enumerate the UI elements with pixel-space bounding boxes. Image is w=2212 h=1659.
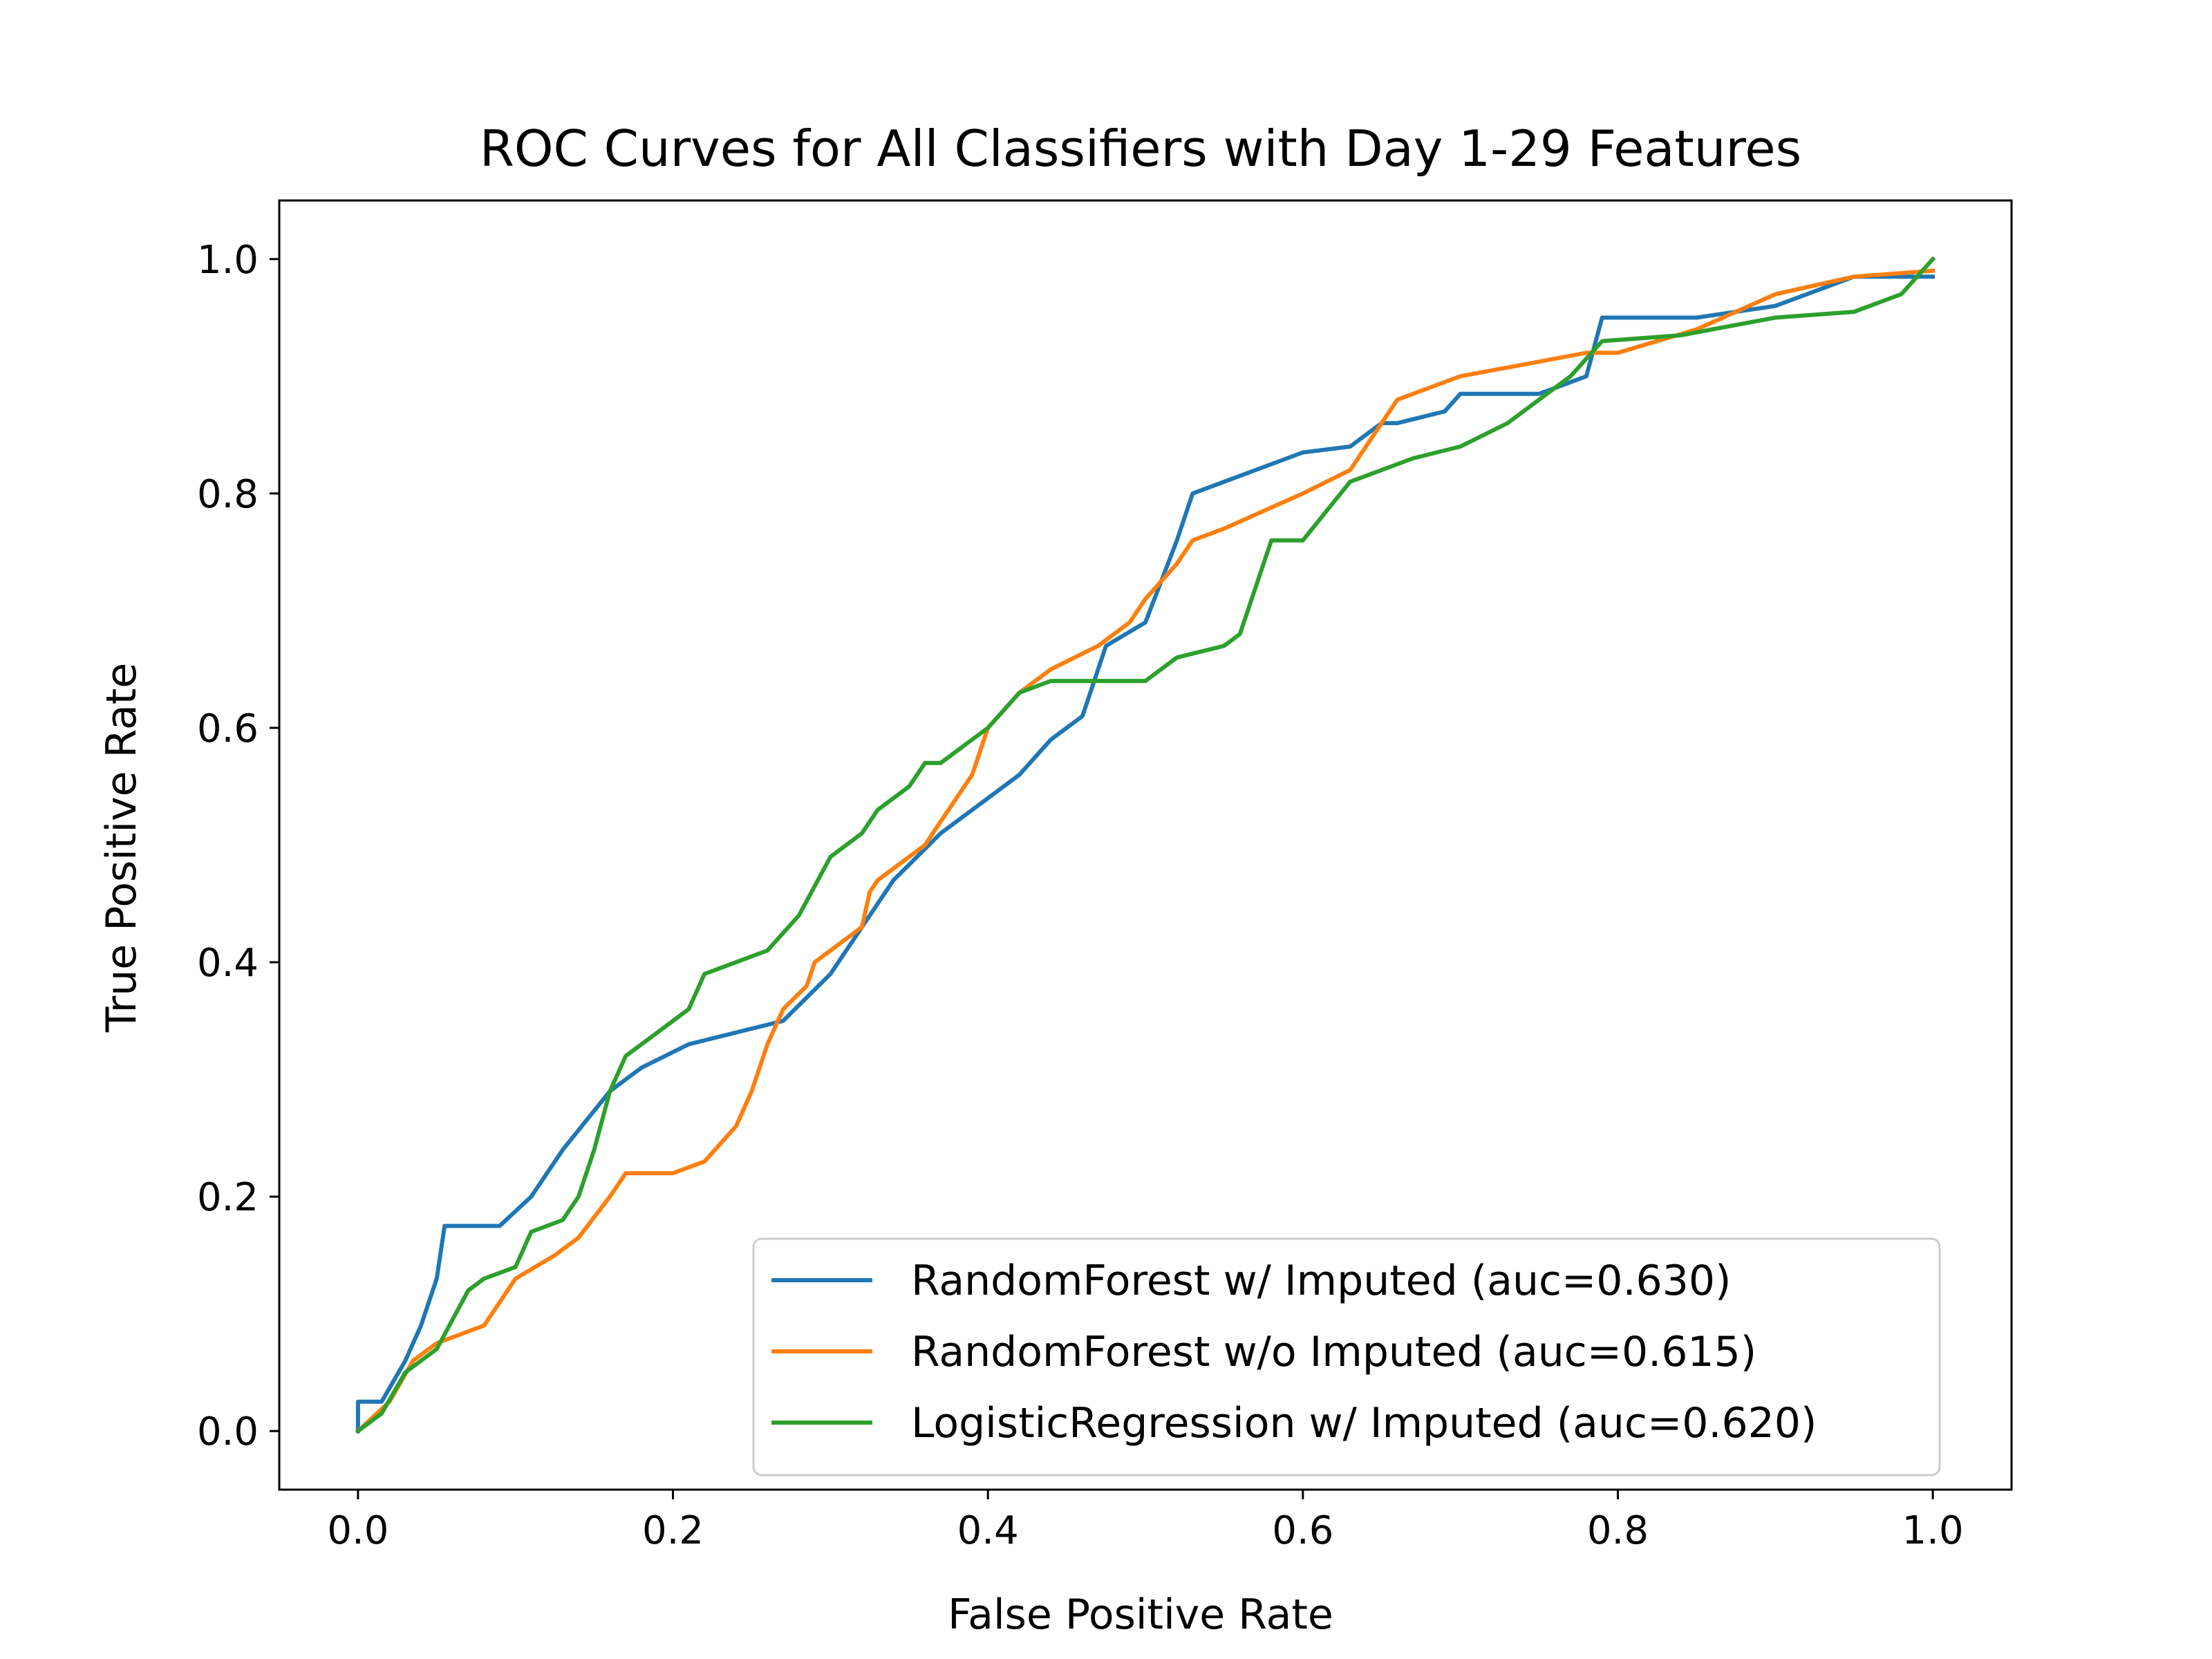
x-axis-title: False Positive Rate bbox=[948, 1591, 1333, 1639]
legend-label-3: LogisticRegression w/ Imputed (auc=0.620… bbox=[911, 1399, 1817, 1447]
y-tick-label: 0.0 bbox=[197, 1409, 259, 1454]
legend: RandomForest w/ Imputed (auc=0.630) Rando… bbox=[752, 1237, 1941, 1477]
y-tick-label: 0.2 bbox=[197, 1175, 259, 1220]
x-tick-label: 0.8 bbox=[1587, 1508, 1649, 1553]
x-axis-ticks: 0.0 0.2 0.4 0.6 0.8 1.0 bbox=[327, 1490, 1964, 1553]
x-tick-label: 1.0 bbox=[1902, 1508, 1964, 1553]
legend-items: RandomForest w/ Imputed (auc=0.630) Rando… bbox=[771, 1257, 1817, 1447]
x-tick-label: 0.6 bbox=[1272, 1508, 1333, 1553]
y-tick-label: 0.8 bbox=[197, 472, 259, 517]
plot-lines bbox=[355, 256, 1936, 1434]
legend-label-2: RandomForest w/o Imputed (auc=0.615) bbox=[911, 1328, 1756, 1376]
y-tick-label: 0.4 bbox=[197, 941, 259, 986]
y-tick-label: 1.0 bbox=[197, 238, 259, 283]
x-tick-label: 0.4 bbox=[957, 1508, 1019, 1553]
y-tick-label: 0.6 bbox=[197, 706, 259, 751]
y-axis-ticks: 0.0 0.2 0.4 0.6 0.8 1.0 bbox=[197, 238, 279, 1454]
legend-label-1: RandomForest w/ Imputed (auc=0.630) bbox=[911, 1257, 1731, 1305]
series-line-3 bbox=[355, 256, 1936, 1434]
y-axis-title: True Positive Rate bbox=[97, 663, 146, 1033]
series-line-2 bbox=[355, 268, 1936, 1434]
plot-frame bbox=[278, 199, 2013, 1491]
chart-title: ROC Curves for All Classifiers with Day … bbox=[480, 120, 1801, 178]
x-tick-label: 0.2 bbox=[642, 1508, 704, 1553]
x-tick-label: 0.0 bbox=[327, 1508, 388, 1553]
legend-box bbox=[752, 1237, 1941, 1477]
series-line-1 bbox=[355, 274, 1936, 1434]
